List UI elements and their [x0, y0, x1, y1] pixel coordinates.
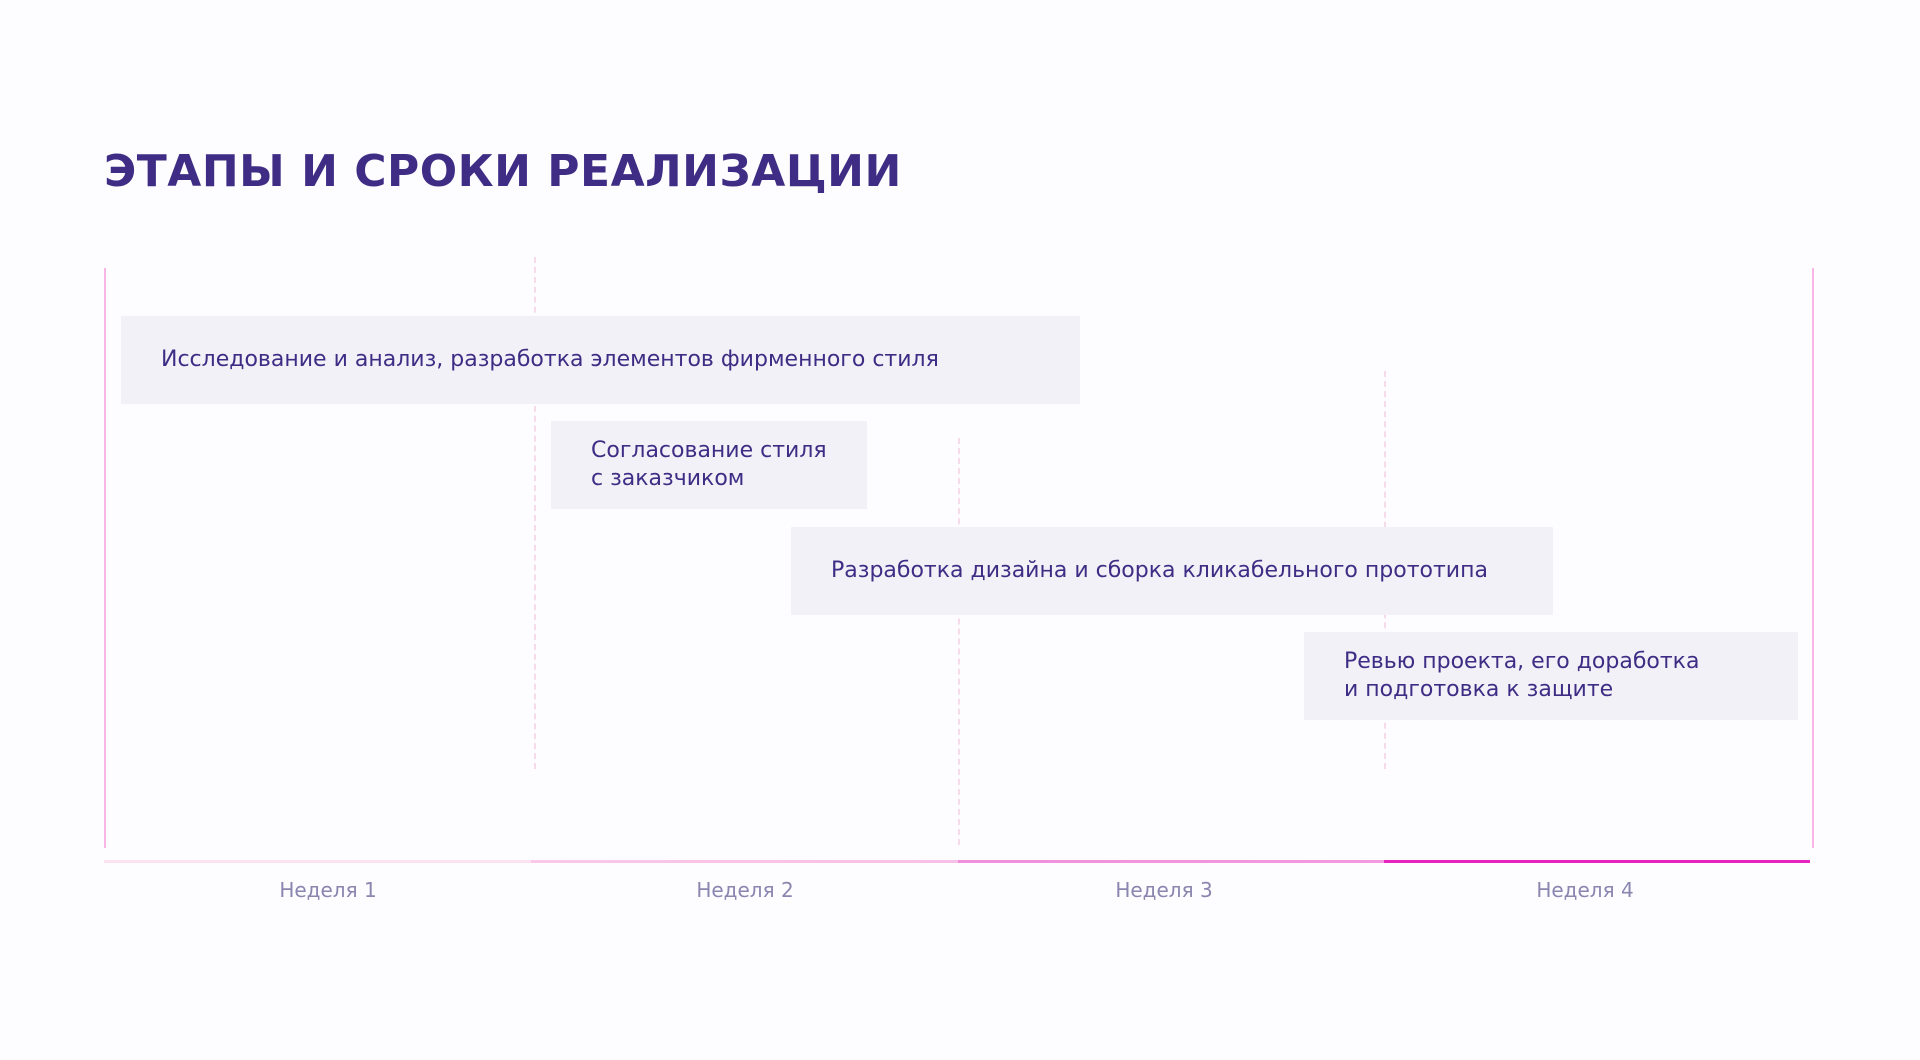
task-label: Разработка дизайна и сборка кликабельног…	[831, 558, 1488, 583]
week-divider	[958, 438, 960, 845]
week-label: Неделя 4	[1536, 878, 1634, 902]
task-label: Исследование и анализ, разработка элемен…	[161, 347, 939, 372]
task-bar: Согласование стиля с заказчиком	[551, 421, 867, 509]
week-divider	[534, 257, 536, 769]
task-bar: Разработка дизайна и сборка кликабельног…	[791, 527, 1553, 615]
task-label: и подготовка к защите	[1344, 677, 1614, 702]
right-border	[1812, 268, 1814, 848]
task-bar: Исследование и анализ, разработка элемен…	[121, 316, 1080, 404]
task-label: Ревью проекта, его доработка	[1344, 649, 1700, 674]
title: ЭТАПЫ И СРОКИ РЕАЛИЗАЦИИ	[104, 146, 902, 197]
axis-segment	[1384, 860, 1810, 863]
task-label: Согласование стиля	[591, 438, 827, 463]
axis-segment	[104, 860, 531, 863]
axis-segment	[531, 860, 958, 863]
axis-segment	[958, 860, 1384, 863]
task-label: с заказчиком	[591, 466, 745, 491]
week-label: Неделя 2	[696, 878, 794, 902]
left-border	[104, 268, 106, 848]
task-bar: Ревью проекта, его доработка и подготовка…	[1304, 632, 1798, 720]
week-label: Неделя 3	[1115, 878, 1213, 902]
week-label: Неделя 1	[279, 878, 377, 902]
